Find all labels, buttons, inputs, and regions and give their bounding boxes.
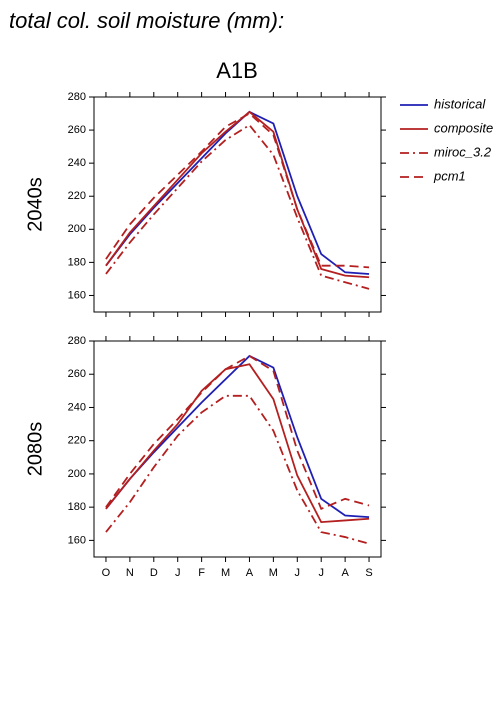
y-tick-label: 220 xyxy=(68,190,86,202)
x-tick-label: A xyxy=(246,567,254,579)
x-tick-label: N xyxy=(126,567,134,579)
plot-frame xyxy=(93,340,382,558)
y-tick-label: 240 xyxy=(68,157,86,169)
panel-label: 2080s xyxy=(24,422,46,477)
y-tick-label: 160 xyxy=(68,289,86,301)
y-tick-label: 200 xyxy=(68,223,86,235)
page-title: total col. soil moisture (mm): xyxy=(9,8,284,33)
x-tick-label: M xyxy=(221,567,230,579)
y-tick-label: 180 xyxy=(68,256,86,268)
y-tick-label: 220 xyxy=(68,435,86,447)
series-line xyxy=(105,394,370,545)
legend-label: miroc_3.2 xyxy=(434,144,492,159)
series-line xyxy=(105,123,370,290)
x-tick-label: J xyxy=(175,567,181,579)
plot-frame xyxy=(93,96,382,313)
legend-label: historical xyxy=(434,96,486,111)
x-tick-label: O xyxy=(102,567,111,579)
y-tick-label: 260 xyxy=(68,368,86,380)
y-tick-label: 200 xyxy=(68,468,86,480)
series-line xyxy=(105,110,370,279)
x-tick-label: J xyxy=(295,567,301,579)
x-tick-label: F xyxy=(198,567,205,579)
y-tick-label: 260 xyxy=(68,124,86,136)
series-line xyxy=(105,112,370,269)
y-tick-label: 280 xyxy=(68,335,86,347)
series-line xyxy=(105,110,370,275)
y-tick-label: 180 xyxy=(68,501,86,513)
x-tick-label: M xyxy=(269,567,278,579)
panel-label: 2040s xyxy=(24,177,46,232)
series-line xyxy=(105,363,370,524)
series-line xyxy=(105,354,370,519)
series-line xyxy=(105,354,370,510)
y-tick-label: 240 xyxy=(68,401,86,413)
y-tick-label: 160 xyxy=(68,534,86,546)
legend-label: composite xyxy=(434,120,493,135)
x-tick-label: S xyxy=(365,567,372,579)
chart-title: A1B xyxy=(216,58,258,83)
y-tick-label: 280 xyxy=(68,91,86,103)
x-tick-label: J xyxy=(318,567,324,579)
x-tick-label: A xyxy=(341,567,349,579)
legend-label: pcm1 xyxy=(433,168,466,183)
x-tick-label: D xyxy=(150,567,158,579)
